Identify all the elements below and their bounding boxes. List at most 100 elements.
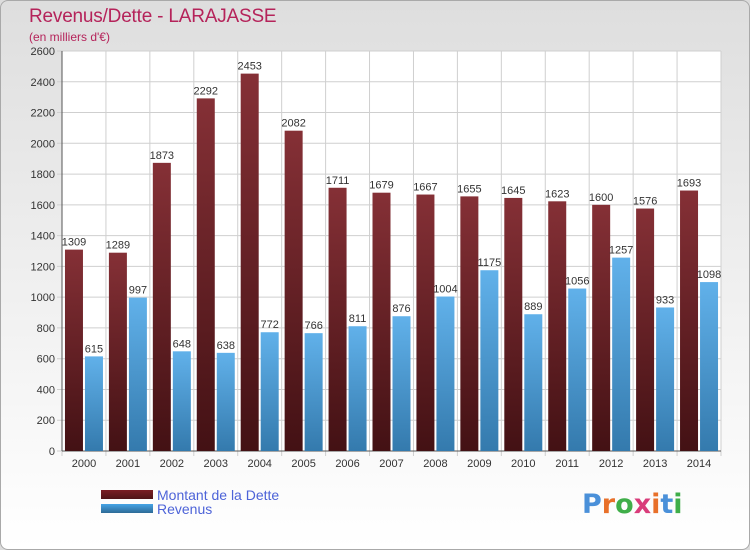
y-tick-label: 1200 [31,261,55,273]
bar-revenus [700,282,719,451]
chart-subtitle: (en milliers d'€) [29,30,110,44]
bar-revenus [612,257,631,451]
data-label-revenus: 1056 [565,276,589,288]
y-tick-label: 0 [49,446,55,458]
bar-dette [196,98,215,451]
data-label-dette: 1576 [633,196,657,208]
x-tick-label: 2002 [160,458,184,470]
y-tick-label: 200 [37,415,55,427]
x-tick-label: 2013 [643,458,667,470]
data-label-dette: 1623 [545,188,569,200]
bar-dette [680,190,699,452]
data-label-revenus: 766 [304,320,322,332]
bar-dette [636,208,655,451]
bar-dette [372,192,391,451]
bar-revenus [348,326,367,451]
bar-dette [284,130,303,451]
y-tick-label: 800 [37,323,55,335]
logo-letter: x [633,489,652,520]
x-tick-label: 2008 [423,458,447,470]
bar-revenus [656,307,675,451]
y-tick-label: 2000 [31,138,55,150]
data-label-dette: 2292 [194,85,218,97]
data-label-dette: 2453 [237,61,261,73]
data-label-dette: 1645 [501,185,525,197]
data-label-dette: 1667 [413,182,437,194]
data-label-revenus: 933 [656,294,674,306]
bar-dette [152,162,171,451]
y-tick-label: 400 [37,384,55,396]
bar-revenus [216,352,235,451]
bar-dette [108,252,127,451]
bar-dette [328,187,347,451]
legend-swatch-revenus [101,504,153,513]
bar-revenus [84,356,103,451]
data-label-revenus: 997 [129,285,147,297]
data-label-revenus: 876 [392,303,410,315]
bar-revenus [128,297,147,451]
x-tick-label: 2010 [511,458,535,470]
data-label-dette: 1711 [326,175,350,187]
x-tick-label: 2005 [291,458,315,470]
bar-dette [416,194,435,452]
x-tick-label: 2001 [116,458,140,470]
bar-revenus [568,288,587,451]
logo-letter: i [651,489,661,520]
logo-letter: P [582,489,602,520]
bar-revenus [172,351,191,451]
y-tick-label: 2600 [31,46,55,58]
bar-dette [240,73,259,451]
data-label-dette: 1600 [589,192,613,204]
data-label-revenus: 648 [173,338,191,350]
bar-revenus [260,332,279,451]
proxiti-logo: Proxiti [582,489,683,520]
bar-dette [548,201,567,451]
legend-swatch-dette [101,490,153,499]
logo-letter: i [673,489,683,520]
y-tick-label: 1800 [31,169,55,181]
x-tick-label: 2003 [204,458,228,470]
x-tick-label: 2011 [555,458,579,470]
data-label-dette: 1655 [457,183,481,195]
x-tick-label: 2012 [599,458,623,470]
data-label-revenus: 889 [524,301,542,313]
bar-dette [460,196,479,451]
x-tick-label: 2007 [379,458,403,470]
logo-letter: r [601,489,616,520]
bar-dette [504,197,523,451]
data-label-revenus: 1004 [433,284,457,296]
bar-revenus [436,296,455,451]
bar-revenus [392,316,411,451]
data-label-revenus: 1175 [478,257,502,269]
plot-area [62,51,721,451]
chart-title: Revenus/Dette - LARAJASSE [29,6,277,27]
bar-revenus [480,270,499,451]
y-tick-label: 1400 [31,231,55,243]
data-label-revenus: 772 [261,319,279,331]
y-tick-label: 2200 [31,108,55,120]
x-tick-label: 2004 [247,458,271,470]
data-label-revenus: 1098 [697,269,721,281]
data-label-dette: 1309 [62,237,86,249]
y-tick-label: 1600 [31,200,55,212]
data-label-revenus: 615 [85,343,103,355]
x-tick-label: 2014 [687,458,711,470]
bar-revenus [524,314,543,451]
legend-label-dette: Montant de la Dette [157,487,280,503]
y-tick-label: 2400 [31,77,55,89]
data-label-dette: 1679 [369,180,393,192]
legend-label-revenus: Revenus [157,501,213,517]
data-label-dette: 1289 [106,240,130,252]
data-label-dette: 1873 [150,150,174,162]
bar-revenus [304,333,323,451]
y-tick-label: 1000 [31,292,55,304]
logo-letter: o [615,489,634,520]
bar-dette [64,249,83,451]
bar-dette [592,204,611,451]
x-tick-label: 2006 [335,458,359,470]
data-label-revenus: 638 [217,340,235,352]
y-tick-label: 600 [37,354,55,366]
data-label-dette: 2082 [281,118,305,130]
